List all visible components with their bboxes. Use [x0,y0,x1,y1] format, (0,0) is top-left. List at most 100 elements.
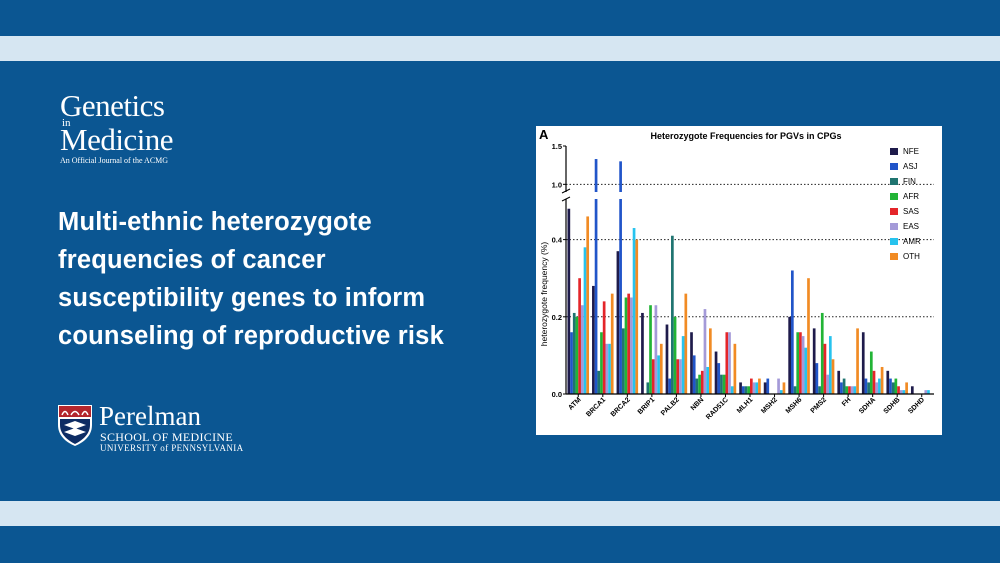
bar [616,251,620,394]
bar [752,382,756,394]
bar [758,378,761,394]
legend-label: ASJ [903,162,918,171]
bar [837,370,841,394]
bar [777,378,780,394]
x-tick-label: MSH6 [785,396,804,415]
legend-swatch [890,223,898,230]
bar [594,199,598,394]
bar [905,382,908,394]
headline-line: counseling of reproductive risk [58,322,444,350]
bar [801,336,805,394]
bar [602,301,606,394]
bar [722,374,726,394]
bar [869,351,873,394]
bar [796,332,800,394]
bar [750,378,753,394]
journal-title-in: in [62,117,71,129]
bar [812,328,816,394]
journal-title-line2: Medicine [60,122,174,157]
bar [793,386,797,394]
bar [889,378,892,394]
x-tick-label: BRCA2 [610,396,632,418]
axis-break-mark [561,196,571,202]
legend: NFE ASJ FIN AFR SAS EAS AMR OTH [890,147,921,261]
bar [788,316,791,394]
bar [856,328,859,394]
legend-swatch [890,238,898,245]
bar [850,386,854,394]
bar [632,228,636,394]
headline: Multi-ethnic heterozygote frequencies of… [58,203,518,355]
legend-label: AFR [903,192,919,201]
bar [845,386,849,394]
bar [886,370,890,394]
bar [692,355,696,394]
legend-swatch [890,148,898,155]
bar [690,332,693,394]
x-tick-label: SDHA [858,396,877,415]
x-tick-label: MSH2 [760,396,779,415]
journal-logo: Genetics in Medicine An Official Journal… [60,90,174,165]
bar [673,316,677,394]
bar [720,374,723,394]
y-axis-label: heterozygote frequency (%) [539,242,549,347]
x-tick-label: RAD51C [705,396,730,421]
bar [649,305,652,394]
bar [668,378,672,394]
bar [763,382,767,394]
bar [861,332,865,394]
bar [684,293,688,394]
journal-tagline: An Official Journal of the ACMG [60,156,169,165]
bar [815,363,819,394]
bar [739,382,742,394]
x-tick-label: SDHD [907,396,926,415]
chart-title: Heterozygote Frequencies for PGVs in CPG… [650,131,841,141]
bar [575,316,579,394]
bar [747,386,750,394]
x-tick-label: PMS2 [810,396,829,415]
bar [779,390,783,394]
legend-swatch [890,208,898,215]
bar [695,378,699,394]
bar [651,359,655,394]
institution-university: UNIVERSITY of PENNSYLVANIA [100,443,244,453]
bar [586,216,590,394]
bar [880,366,884,394]
legend-label: AMR [903,237,921,246]
bar [635,239,639,394]
bar [676,359,680,394]
bar [807,278,810,394]
bar [679,359,682,394]
bar [659,343,663,394]
y-ticks: 0.0 0.2 0.4 1.0 1.5 [552,142,566,399]
bar [714,351,718,394]
y-tick-label: 0.0 [552,390,562,399]
university-shield-icon [58,405,92,446]
bar [728,332,731,394]
bar [608,343,611,394]
bar [570,332,573,394]
legend-label: EAS [903,222,919,231]
legend-label: SAS [903,207,919,216]
heterozygote-frequency-chart: A Heterozygote Frequencies for PGVs in C… [539,127,934,421]
bar [799,332,802,394]
y-tick-label: 1.0 [552,180,562,189]
x-tick-label: ATM [567,396,582,411]
bar [605,343,609,394]
bar [897,386,900,394]
bar [878,378,881,394]
bar [828,336,832,394]
bar [741,386,745,394]
bar [703,309,707,394]
panel-label: A [539,127,549,142]
institution-school: SCHOOL OF MEDICINE [100,430,233,444]
headline-line: frequencies of cancer [58,246,326,274]
headline-line: susceptibility genes to inform [58,284,426,312]
bar [706,366,710,394]
bar [826,374,829,394]
bar [600,332,603,394]
top-accent-band [0,36,1000,61]
legend-swatch [890,178,898,185]
bar [592,285,595,394]
bar [717,363,721,394]
